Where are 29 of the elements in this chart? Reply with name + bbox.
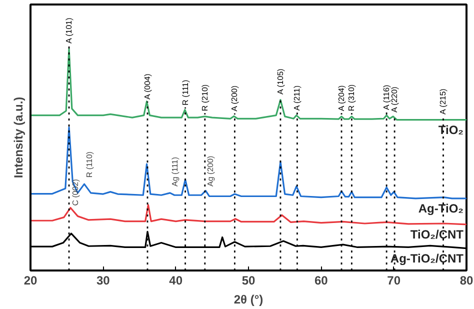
x-tick-label: 20 [24, 274, 38, 288]
x-tick-label: 80 [460, 274, 474, 288]
x-tick-label: 30 [96, 274, 110, 288]
x-axis-title: 2θ (°) [234, 292, 264, 306]
y-axis-title: Intensity (a.u.) [12, 96, 26, 178]
ref-line-label: A (211) [292, 85, 302, 111]
ref-line-label: R (310) [347, 84, 356, 112]
x-tick-label: 60 [314, 274, 328, 288]
series-label: TiO₂/CNT [410, 227, 464, 242]
annotation: Ag (111) [170, 156, 180, 186]
ref-line-label: R (210) [200, 84, 210, 112]
ref-line-label: R (111) [180, 80, 190, 106]
ref-line-label: A (105) [276, 68, 285, 94]
ref-line-label: A (215) [438, 88, 448, 114]
ref-line-label: A (116) [382, 84, 392, 110]
series-label: Ag-TiO₂ [418, 201, 464, 216]
series-label: Ag-TiO₂/CNT [390, 251, 464, 266]
series-label: TiO₂ [438, 122, 464, 137]
x-tick-label: 40 [169, 274, 183, 288]
x-tick-label: 70 [387, 274, 401, 288]
ref-line-label: A (220) [390, 86, 400, 112]
annotation: R (110) [84, 151, 94, 178]
annotation: C (002) [70, 178, 80, 206]
annotation: Ag (200) [206, 155, 216, 186]
ref-line-label: A (101) [64, 17, 74, 44]
ref-line-label: A (004) [142, 73, 152, 100]
x-tick-label: 50 [242, 274, 256, 288]
ref-line-label: A (200) [230, 85, 240, 112]
ref-line-label: A (204) [337, 84, 346, 112]
